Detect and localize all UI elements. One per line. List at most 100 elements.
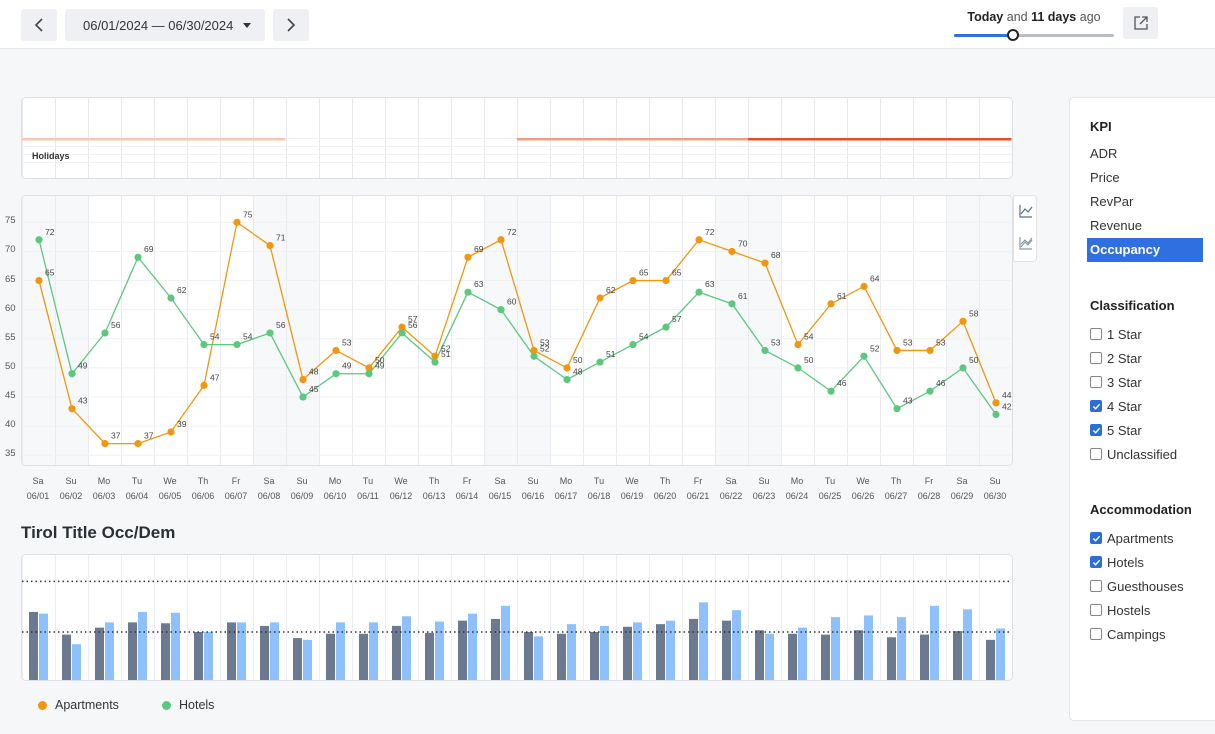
checkbox-label: Guesthouses: [1107, 578, 1184, 594]
line-chart-icon[interactable]: [1018, 203, 1034, 219]
checkbox-row-hostels[interactable]: Hostels: [1090, 601, 1150, 619]
y-tick-label: 75: [5, 215, 16, 227]
data-label-apartments: 65: [45, 268, 55, 278]
weekend-shade: [715, 196, 748, 465]
kpi-item-revpar[interactable]: RevPar: [1090, 194, 1134, 209]
checkbox-row-1-star[interactable]: 1 Star: [1090, 325, 1142, 343]
x-tick-date: 06/02: [59, 491, 83, 501]
checkbox-row-3-star[interactable]: 3 Star: [1090, 373, 1142, 391]
x-tick-weekday: Mo: [97, 476, 111, 486]
checkbox-unchecked-icon[interactable]: [1090, 376, 1102, 388]
checkbox-row-unclassified[interactable]: Unclassified: [1090, 445, 1177, 463]
data-label-apartments: 65: [672, 268, 682, 278]
x-tick-date: 06/21: [686, 491, 710, 501]
data-label-hotels: 54: [243, 332, 253, 342]
checkbox-checked-icon[interactable]: [1090, 424, 1102, 436]
time-mid: and: [1003, 10, 1032, 24]
checkbox-unchecked-icon[interactable]: [1090, 628, 1102, 640]
date-range-dropdown[interactable]: 06/01/2024 — 06/30/2024: [65, 9, 265, 41]
legend-dot-hotels: [162, 700, 171, 710]
x-tick-label: We 06/05: [153, 474, 187, 504]
x-tick-label: We 06/19: [615, 474, 649, 504]
checkbox-row-hotels[interactable]: Hotels: [1090, 553, 1144, 571]
data-point-apartments: [101, 440, 109, 448]
bar-light: [237, 622, 246, 680]
chart-type-toolbar: [1013, 195, 1037, 262]
open-external-button[interactable]: [1123, 7, 1158, 39]
checkbox-unchecked-icon[interactable]: [1090, 328, 1102, 340]
legend-item-hotels[interactable]: Hotels: [162, 698, 214, 712]
data-label-apartments: 71: [276, 233, 286, 243]
checkbox-row-apartments[interactable]: Apartments: [1090, 529, 1173, 547]
data-point-apartments: [134, 440, 142, 448]
checkbox-unchecked-icon[interactable]: [1090, 448, 1102, 460]
kpi-item-adr[interactable]: ADR: [1090, 146, 1118, 161]
data-point-apartments: [596, 294, 604, 302]
bar-light: [138, 611, 147, 680]
data-label-apartments: 44: [1002, 390, 1012, 400]
checkbox-row-5-star[interactable]: 5 Star: [1090, 421, 1142, 439]
x-tick-label: We 06/26: [846, 474, 880, 504]
x-tick-date: 06/17: [554, 491, 578, 501]
checkbox-unchecked-icon[interactable]: [1090, 604, 1102, 616]
time-suffix: ago: [1076, 10, 1101, 24]
next-period-button[interactable]: [273, 9, 309, 41]
x-tick-weekday: Mo: [790, 476, 804, 486]
kpi-item-occupancy[interactable]: Occupancy: [1087, 238, 1203, 262]
checkbox-row-guesthouses[interactable]: Guesthouses: [1090, 577, 1184, 595]
data-point-hotels: [662, 323, 670, 331]
x-tick-date: 06/01: [26, 491, 50, 501]
external-link-icon: [1133, 16, 1148, 30]
data-point-apartments: [299, 375, 307, 384]
data-label-hotels: 42: [1002, 401, 1012, 411]
checkbox-unchecked-icon[interactable]: [1090, 580, 1102, 592]
x-tick-label: Mo 06/03: [87, 474, 121, 504]
x-tick-weekday: Fr: [231, 476, 241, 486]
data-label-hotels: 50: [804, 355, 814, 365]
checkbox-label: Campings: [1107, 626, 1166, 642]
filter-sidebar: KPI ADR Price RevPar Revenue Occupancy Class…: [1069, 97, 1215, 721]
checkbox-unchecked-icon[interactable]: [1090, 352, 1102, 364]
data-point-hotels: [794, 364, 802, 372]
data-label-hotels: 52: [870, 343, 880, 353]
checkbox-checked-icon[interactable]: [1090, 400, 1102, 412]
slider-handle[interactable]: [1007, 29, 1020, 41]
bar-light: [303, 639, 312, 680]
x-tick-label: Fr 06/21: [681, 474, 715, 504]
bar-light: [204, 632, 213, 680]
x-tick-date: 06/29: [950, 491, 974, 501]
area-chart-icon[interactable]: [1018, 235, 1034, 251]
y-tick-label: 65: [5, 273, 16, 285]
checkbox-checked-icon[interactable]: [1090, 532, 1102, 544]
x-tick-weekday: Su: [527, 476, 539, 486]
x-tick-label: Th 06/20: [648, 474, 682, 504]
data-point-apartments: [563, 364, 571, 372]
data-label-apartments: 62: [606, 285, 616, 295]
checkbox-row-campings[interactable]: Campings: [1090, 625, 1166, 643]
holiday-band: [22, 138, 286, 141]
legend-item-apartments[interactable]: Apartments: [38, 698, 119, 712]
checkbox-row-4-star[interactable]: 4 Star: [1090, 397, 1142, 415]
previous-period-button[interactable]: [21, 9, 57, 41]
data-point-hotels: [959, 364, 967, 372]
data-point-hotels: [761, 346, 769, 355]
bar-dark: [755, 630, 764, 680]
data-label-apartments: 52: [441, 343, 451, 353]
kpi-item-price[interactable]: Price: [1090, 170, 1120, 185]
data-label-apartments: 50: [375, 355, 385, 365]
weekend-shade: [517, 196, 550, 465]
data-label-hotels: 63: [474, 279, 484, 289]
bar-dark: [590, 632, 599, 680]
days-ago-slider[interactable]: [954, 29, 1114, 41]
kpi-item-revenue[interactable]: Revenue: [1090, 218, 1143, 233]
data-label-apartments: 69: [474, 244, 484, 254]
data-label-hotels: 54: [639, 332, 649, 342]
bar-dark: [689, 618, 698, 680]
checkbox-row-2-star[interactable]: 2 Star: [1090, 349, 1142, 367]
checkbox-label: 5 Star: [1107, 422, 1142, 438]
data-point-apartments: [794, 341, 802, 349]
bar-light: [633, 622, 642, 680]
checkbox-checked-icon[interactable]: [1090, 556, 1102, 568]
top-bar: 06/01/2024 — 06/30/2024 Today and 11 day…: [0, 0, 1215, 49]
data-point-apartments: [233, 218, 241, 226]
